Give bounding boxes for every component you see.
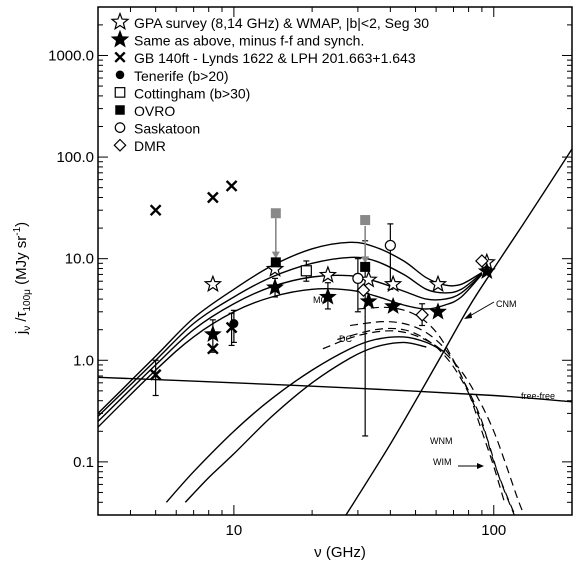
annotation-wim: WIM [433,457,452,467]
curve-free-free [98,376,572,403]
legend-label: DMR [134,138,166,154]
marker-open-square [114,87,126,98]
annotation-pointers [458,301,495,469]
legend-label: Saskatoon [134,121,200,137]
curve-total-DC [98,256,483,417]
x-tick-label: 10 [226,522,243,539]
marker-gray-square [270,208,281,219]
legend: GPA survey (8,14 GHz) & WMAP, |b|<2, Seg… [110,11,429,154]
marker-x [207,342,219,355]
y-tick-label: 100.0 [56,149,94,166]
limit-arrowhead [271,251,280,259]
marker-open-star [383,274,403,293]
marker-filled-star [359,291,378,309]
marker-open-star [110,11,130,31]
plot-frame [97,6,573,516]
legend-label: GPA survey (8,14 GHz) & WMAP, |b|<2, Seg… [134,15,429,31]
marker-filled-square [115,105,125,115]
x-axis-label: ν (GHz) [314,544,366,561]
y-tick-label: 1.0 [73,352,94,369]
annotation-wnm: WNM [430,436,453,446]
curve-total-MC [98,241,483,414]
marker-open-diamond [475,254,489,268]
legend-label: GB 140ft - Lynds 1622 & LPH 201.663+1.64… [134,50,416,66]
curve-VSG-4 [322,330,525,515]
marker-open-circle [384,239,396,252]
y-tick-label: 10.0 [65,251,94,268]
marker-filled-square [270,257,281,268]
error-bars [152,223,426,437]
legend-label: OVRO [134,103,175,119]
marker-filled-square [360,261,371,272]
marker-filled-star [477,261,496,279]
y-tick-label: 1000.0 [48,47,94,64]
marker-filled-star [318,287,337,305]
curve-dust [345,148,572,515]
upper-limit-arrows [271,218,370,264]
marker-filled-star [110,29,130,48]
annotation-cnm: CNM [496,299,517,309]
x-tick-label: 100 [481,522,506,539]
marker-open-circle [352,272,364,284]
model-curves [98,148,572,515]
marker-x [149,368,162,381]
marker-open-diamond [415,307,429,322]
marker-filled-circle [115,70,125,80]
marker-open-star [203,274,223,293]
marker-filled-star [384,296,403,314]
marker-filled-star [203,324,222,342]
y-axis-label: jν /τ100μ (MJy sr-1) [12,222,33,335]
marker-open-star [428,274,448,293]
data-points [149,180,497,381]
legend-label: Cottingham (b>30) [134,85,250,101]
curve-WIM [337,327,515,515]
marker-x [149,204,162,217]
curve-spin-2 [184,341,427,503]
annotation-dc: DC [339,334,352,344]
marker-open-circle [114,122,126,133]
curve-spin-1 [165,336,446,503]
legend-label: Same as above, minus f-f and synch. [134,33,364,49]
curve-total-4 [98,273,483,428]
marker-open-square [300,265,312,277]
marker-filled-circle [229,319,239,329]
curve-WNM [350,320,516,515]
marker-open-diamond [113,138,127,152]
marker-open-diamond [356,283,371,298]
marker-x [225,180,238,192]
marker-gray-square [360,215,371,226]
axis-ticks: 10 100 0.1 1.0 10.0 100.0 1000.0 [48,6,573,539]
legend-label: Tenerife (b>20) [134,68,229,84]
curve-total-3 [98,273,483,422]
marker-open-star [318,265,338,283]
marker-filled-star [429,302,447,320]
y-tick-label: 0.1 [73,454,94,471]
marker-x [114,51,126,63]
annotation-free-free: free-free [521,391,555,401]
limit-arrowhead [361,256,370,264]
annotation-mc: MC [313,295,327,305]
marker-filled-star [266,278,285,296]
marker-x [207,191,219,204]
